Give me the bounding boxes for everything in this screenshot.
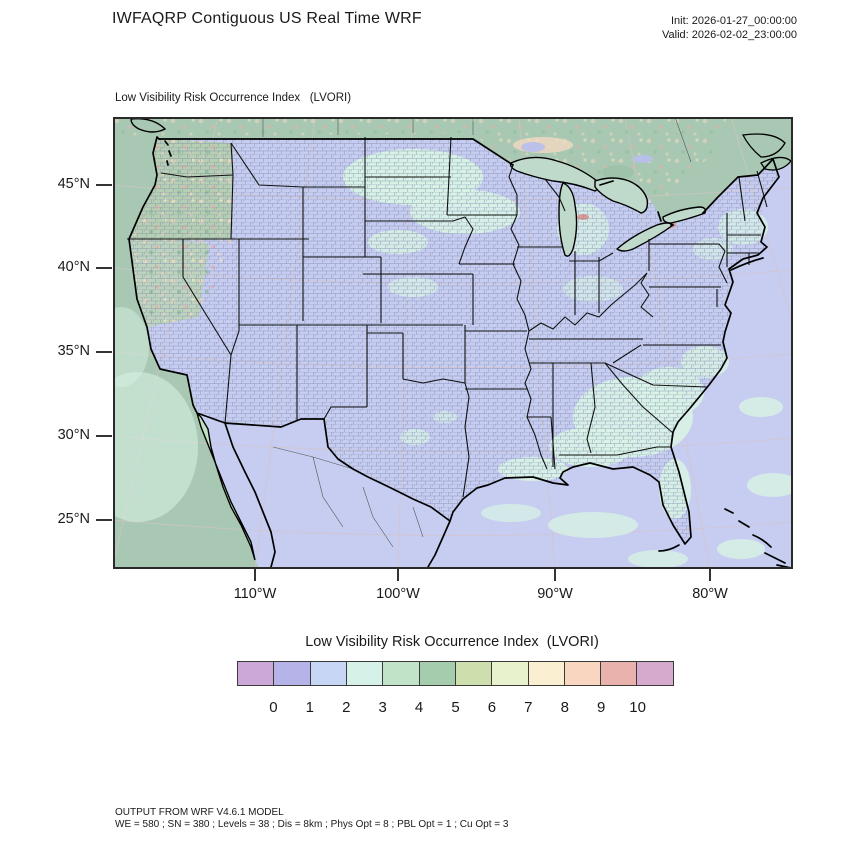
lon-tick-mark [254,569,256,581]
legend-tick-label: 3 [378,699,387,716]
legend-color-cell [636,661,674,686]
legend-color-cell [237,661,275,686]
lat-tick-mark [96,351,112,353]
legend-color-cell [273,661,311,686]
legend-color-cell [563,661,602,686]
lake-michigan [558,182,578,257]
page-title: IWFAQRP Contiguous US Real Time WRF [112,10,422,27]
lat-tick-mark [96,435,112,437]
maritime-provinces [742,133,792,171]
legend-tick-label: 10 [629,699,646,716]
lon-tick-label: 90°W [537,586,573,602]
legend-tick-label: 8 [560,699,569,716]
legend-color-cell [309,661,348,686]
map-border-frame [113,117,793,569]
legend-title: Low Visibility Risk Occurrence Index (LV… [305,634,599,650]
legend-color-cell [527,661,565,686]
legend-color-cell [454,661,493,686]
lon-tick-mark [709,569,711,581]
legend-color-cell [600,661,638,686]
valid-time: Valid: 2026-02-02_23:00:00 [662,29,797,41]
legend-tick-label: 1 [305,699,314,716]
lon-tick-label: 80°W [692,586,728,602]
init-time: Init: 2026-01-27_00:00:00 [671,15,797,27]
coastline [128,136,792,569]
legend-colorbar [237,661,674,686]
great-lakes [509,156,707,257]
lat-tick-label: 35°N [57,343,90,359]
legend-tick-label: 9 [596,699,606,716]
legend-tick-label: 5 [451,699,460,716]
legend-color-cell [345,661,384,686]
model-info-footer: OUTPUT FROM WRF V4.6.1 MODEL WE = 580 ; … [115,807,508,831]
lon-tick-mark [554,569,556,581]
legend-tick-label: 2 [342,699,351,716]
legend-tick-label: 0 [269,699,278,716]
map-subtitle: Low Visibility Risk Occurrence Index (LV… [115,92,352,104]
lake-superior [509,156,600,192]
footer-line1: OUTPUT FROM WRF V4.6.1 MODEL [115,807,284,818]
lat-tick-mark [96,267,112,269]
lake-huron [594,177,649,214]
lat-tick-mark [96,519,112,521]
model-run-times: Init: 2026-01-27_00:00:00 Valid: 2026-02… [662,14,797,42]
lon-tick-label: 100°W [376,586,420,602]
lake-ontario [662,206,707,224]
lat-tick-label: 30°N [57,427,90,443]
vancouver-island [130,118,167,133]
legend-tick-label: 7 [524,699,533,716]
legend-color-cell [491,661,529,686]
lon-tick-label: 110°W [233,586,277,602]
lat-tick-mark [96,184,112,186]
legend-color-cell [418,661,457,686]
lat-tick-label: 25°N [57,511,90,527]
lon-tick-mark [397,569,399,581]
wrf-lvori-map [113,117,793,569]
footer-line2: WE = 580 ; SN = 380 ; Levels = 38 ; Dis … [115,819,509,830]
lat-tick-label: 40°N [57,259,90,275]
state-boundaries [127,136,768,498]
map-canvas [113,117,793,569]
legend-tick-label: 4 [414,699,424,716]
legend-tick-label: 6 [487,699,497,716]
legend-color-cell [382,661,420,686]
lat-tick-label: 45°N [57,176,90,192]
baja-california [195,410,256,561]
mexico-canada-boundaries [262,117,692,548]
